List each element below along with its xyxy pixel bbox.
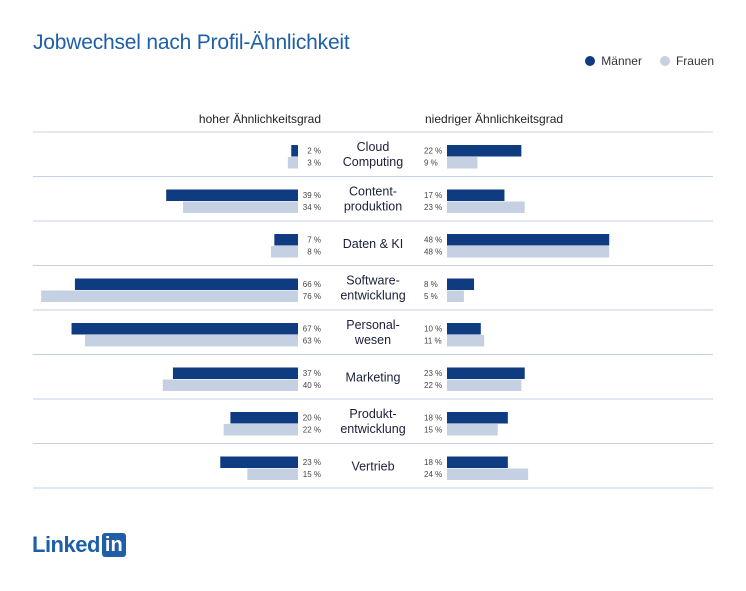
value-label-high: 66 % bbox=[303, 280, 321, 289]
bar-low-frauen bbox=[447, 379, 522, 391]
bar-high-frauen bbox=[223, 424, 298, 436]
bar-low-frauen bbox=[447, 290, 464, 302]
value-label-high: 37 % bbox=[303, 369, 321, 378]
value-label-high: 20 % bbox=[303, 414, 321, 423]
bar-high-maenner bbox=[74, 278, 298, 290]
value-label-low: 48 % bbox=[424, 236, 442, 245]
right-column-header: niedriger Ähnlichkeitsgrad bbox=[425, 112, 564, 126]
category-label: entwicklung bbox=[340, 288, 405, 302]
value-label-low: 22 % bbox=[424, 381, 442, 390]
value-label-low: 23 % bbox=[424, 203, 442, 212]
bar-low-maenner bbox=[447, 234, 610, 246]
bar-high-frauen bbox=[85, 335, 298, 347]
value-label-low: 17 % bbox=[424, 191, 442, 200]
bar-high-frauen bbox=[41, 290, 299, 302]
left-column-header: hoher Ähnlichkeitsgrad bbox=[198, 112, 321, 126]
bar-low-frauen bbox=[447, 335, 485, 347]
value-label-high: 39 % bbox=[303, 191, 321, 200]
category-label: Content- bbox=[349, 184, 397, 198]
bar-high-frauen bbox=[287, 157, 298, 169]
bar-low-frauen bbox=[447, 246, 610, 258]
bar-low-frauen bbox=[447, 201, 525, 213]
bar-high-maenner bbox=[166, 189, 298, 201]
category-label: wesen bbox=[354, 333, 391, 347]
value-label-low: 10 % bbox=[424, 325, 442, 334]
legend: Männer Frauen bbox=[567, 54, 714, 68]
legend-swatch-frauen bbox=[659, 56, 670, 66]
category-label: Cloud bbox=[357, 140, 390, 154]
value-label-low: 23 % bbox=[424, 369, 442, 378]
bar-high-maenner bbox=[230, 412, 298, 424]
category-label: Vertrieb bbox=[351, 459, 394, 473]
bar-low-frauen bbox=[447, 424, 498, 436]
bar-low-maenner bbox=[447, 367, 525, 379]
category-label: Computing bbox=[343, 155, 403, 169]
value-label-high: 34 % bbox=[303, 203, 321, 212]
value-label-low: 18 % bbox=[424, 414, 442, 423]
bar-high-maenner bbox=[172, 367, 298, 379]
logo-text: Linked bbox=[32, 532, 100, 557]
value-label-high: 22 % bbox=[303, 426, 321, 435]
bar-high-frauen bbox=[270, 246, 298, 258]
legend-label-maenner: Männer bbox=[601, 54, 642, 68]
category-label: produktion bbox=[344, 199, 402, 213]
bar-high-frauen bbox=[183, 201, 298, 213]
value-label-low: 5 % bbox=[424, 292, 438, 301]
value-label-low: 8 % bbox=[424, 280, 438, 289]
bar-high-frauen bbox=[247, 468, 298, 480]
legend-item-frauen: Frauen bbox=[659, 54, 714, 68]
bar-low-maenner bbox=[447, 412, 508, 424]
bar-low-maenner bbox=[447, 145, 522, 157]
value-label-high: 76 % bbox=[303, 292, 321, 301]
category-label: Daten & KI bbox=[343, 237, 403, 251]
legend-item-maenner: Männer bbox=[585, 54, 642, 68]
value-label-high: 23 % bbox=[303, 458, 321, 467]
value-label-high: 2 % bbox=[307, 147, 321, 156]
value-label-high: 40 % bbox=[303, 381, 321, 390]
value-label-low: 22 % bbox=[424, 147, 442, 156]
chart-title: Jobwechsel nach Profil-Ähnlichkeit bbox=[33, 31, 350, 54]
legend-swatch-maenner bbox=[585, 56, 596, 66]
legend-label-frauen: Frauen bbox=[675, 54, 714, 68]
bar-high-frauen bbox=[162, 379, 298, 391]
value-label-low: 9 % bbox=[424, 159, 438, 168]
value-label-low: 15 % bbox=[424, 426, 442, 435]
bar-low-maenner bbox=[447, 456, 508, 468]
bar-high-maenner bbox=[291, 145, 298, 157]
bar-low-maenner bbox=[447, 323, 481, 335]
bar-low-frauen bbox=[447, 468, 529, 480]
value-label-low: 18 % bbox=[424, 458, 442, 467]
category-label: Software- bbox=[346, 273, 400, 287]
value-label-high: 67 % bbox=[303, 325, 321, 334]
bar-high-maenner bbox=[220, 456, 298, 468]
bar-low-maenner bbox=[447, 278, 475, 290]
category-label: Marketing bbox=[346, 370, 401, 384]
category-label: Produkt- bbox=[349, 407, 396, 421]
bar-low-maenner bbox=[447, 189, 505, 201]
value-label-low: 24 % bbox=[424, 470, 442, 479]
linkedin-logo: Linked in bbox=[32, 532, 126, 558]
bar-high-maenner bbox=[71, 323, 298, 335]
value-label-high: 63 % bbox=[303, 337, 321, 346]
category-label: Personal- bbox=[346, 318, 400, 332]
value-label-high: 15 % bbox=[303, 470, 321, 479]
logo-box: in bbox=[101, 533, 126, 557]
value-label-low: 11 % bbox=[424, 337, 442, 346]
value-label-low: 48 % bbox=[424, 248, 442, 257]
category-label: entwicklung bbox=[340, 422, 405, 436]
bar-high-maenner bbox=[274, 234, 298, 246]
value-label-high: 7 % bbox=[307, 236, 321, 245]
bar-low-frauen bbox=[447, 157, 478, 169]
value-label-high: 3 % bbox=[307, 159, 321, 168]
value-label-high: 8 % bbox=[307, 248, 321, 257]
